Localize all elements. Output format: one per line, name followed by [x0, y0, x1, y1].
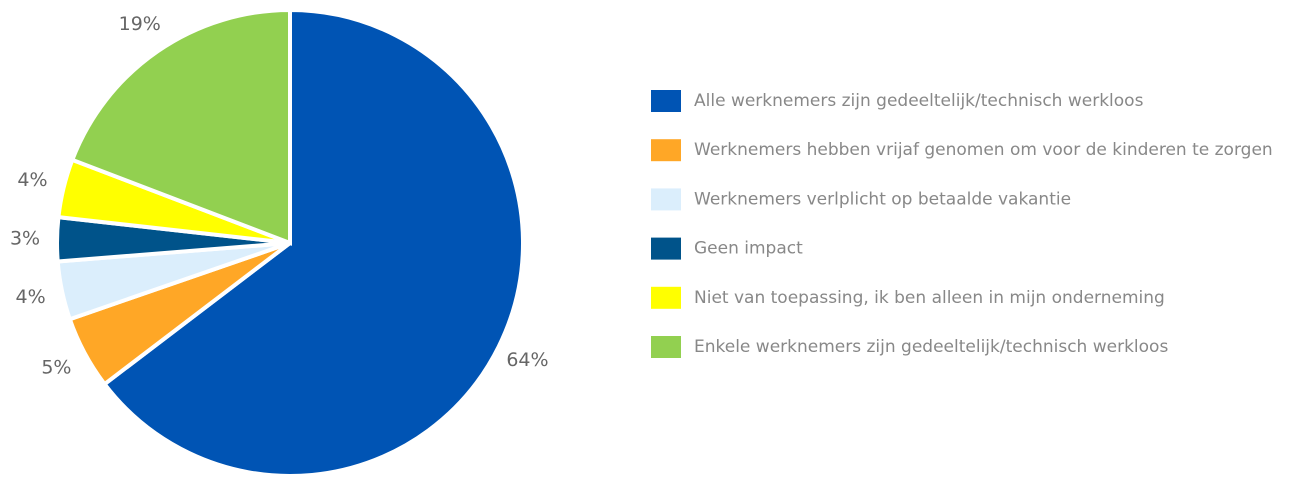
data-label: 64% [506, 349, 548, 371]
pie-slice [101, 7, 525, 477]
legend-swatch [651, 139, 681, 162]
legend-swatch [651, 286, 681, 309]
data-label: 4% [17, 169, 47, 191]
data-label: 5% [41, 357, 71, 379]
pie-slice [69, 7, 292, 246]
legend-label: Werknemers hebben vrijaf genomen om voor… [694, 140, 1273, 160]
legend-label: Niet van toepassing, ik ben alleen in mi… [694, 288, 1165, 308]
legend-swatch [651, 336, 681, 358]
legend-label: Geen impact [694, 239, 803, 259]
legend-label: Werknemers verlplicht op betaalde vakant… [694, 189, 1071, 209]
legend-swatch [651, 90, 681, 112]
legend-swatch [651, 188, 681, 211]
legend-swatch [651, 237, 681, 260]
data-label: 3% [10, 227, 40, 249]
legend-label: Enkele werknemers zijn gedeeltelijk/tech… [694, 337, 1168, 357]
data-label: 4% [16, 286, 46, 308]
data-label: 19% [119, 13, 161, 35]
legend-label: Alle werknemers zijn gedeeltelijk/techni… [694, 91, 1144, 111]
